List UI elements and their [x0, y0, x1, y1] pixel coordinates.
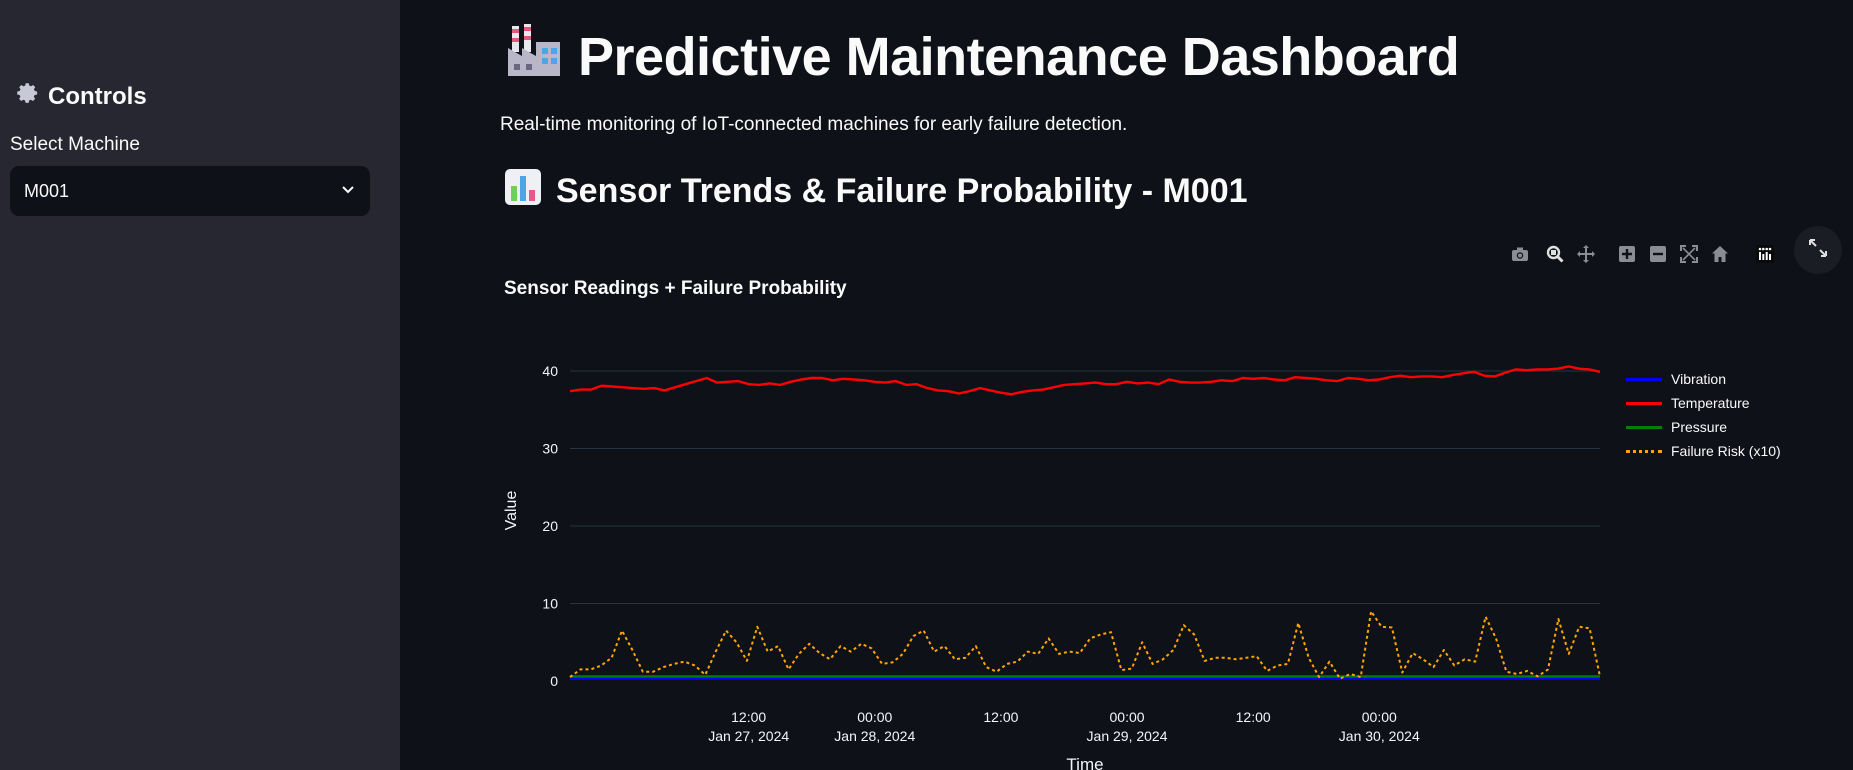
x-tick-date-label: Jan 27, 2024 [708, 728, 789, 744]
zoom-icon[interactable] [1545, 244, 1565, 264]
x-axis-title: Time [1066, 755, 1103, 770]
page-subtitle: Real-time monitoring of IoT-connected ma… [500, 114, 1128, 135]
page-title: Predictive Maintenance Dashboard [504, 22, 1460, 91]
x-tick-date-label: Jan 29, 2024 [1087, 728, 1168, 744]
legend-item[interactable]: Vibration [1626, 367, 1781, 391]
bar-chart-icon [504, 168, 542, 215]
chevron-down-icon [340, 181, 356, 202]
machine-select-label: Select Machine [10, 134, 140, 155]
x-tick-label: 00:00 [1362, 709, 1397, 725]
x-tick-date-label: Jan 28, 2024 [834, 728, 915, 744]
section-title-text: Sensor Trends & Failure Probability - M0… [556, 172, 1248, 210]
y-tick-label: 30 [542, 441, 558, 457]
chart-legend: Vibration Temperature Pressure Failure Risk… [1626, 367, 1781, 463]
gear-icon [14, 80, 40, 113]
legend-swatch [1626, 449, 1662, 453]
fullscreen-button[interactable] [1794, 226, 1842, 274]
plotly-logo-icon[interactable] [1755, 244, 1775, 264]
legend-swatch [1626, 377, 1662, 381]
y-tick-label: 20 [542, 518, 558, 534]
chart-modebar [1510, 244, 1775, 264]
zoom-out-icon[interactable] [1648, 244, 1668, 264]
sidebar-header-text: Controls [48, 82, 147, 110]
legend-item[interactable]: Temperature [1626, 391, 1781, 415]
camera-icon[interactable] [1510, 244, 1530, 264]
zoom-in-icon[interactable] [1617, 244, 1637, 264]
y-tick-label: 10 [542, 596, 558, 612]
y-tick-label: 40 [542, 363, 558, 379]
series-line-failure-risk-x10- [569, 610, 1601, 680]
chart-plot[interactable]: 0 10 20 30 40 12:00 Jan 27, 2024 00:00 Jan 28, 2… [490, 340, 1610, 770]
pan-icon[interactable] [1576, 244, 1596, 264]
x-tick-label: 00:00 [857, 709, 892, 725]
legend-swatch [1626, 425, 1662, 429]
machine-select[interactable]: M001 [10, 166, 370, 216]
sidebar-header: Controls [14, 80, 147, 113]
machine-select-value: M001 [24, 180, 70, 201]
x-tick-label: 12:00 [731, 709, 766, 725]
x-tick-label: 00:00 [1110, 709, 1145, 725]
sidebar: Controls Select Machine M001 [0, 0, 400, 770]
x-tick-label: 12:00 [983, 709, 1018, 725]
legend-label: Temperature [1671, 395, 1750, 411]
section-title: Sensor Trends & Failure Probability - M0… [504, 168, 1248, 215]
legend-item[interactable]: Failure Risk (x10) [1626, 439, 1781, 463]
legend-swatch [1626, 401, 1662, 405]
x-tick-date-label: Jan 30, 2024 [1339, 728, 1420, 744]
page-title-text: Predictive Maintenance Dashboard [578, 26, 1460, 87]
fullscreen-icon [1808, 238, 1828, 263]
legend-label: Pressure [1671, 419, 1728, 435]
factory-icon [504, 22, 564, 91]
chart-title: Sensor Readings + Failure Probability [504, 278, 847, 299]
y-tick-label: 0 [550, 673, 558, 689]
legend-label: Vibration [1671, 371, 1727, 387]
y-axis-title: Value [503, 491, 520, 531]
x-tick-label: 12:00 [1236, 709, 1271, 725]
reset-axes-icon[interactable] [1710, 244, 1730, 264]
legend-label: Failure Risk (x10) [1671, 443, 1781, 459]
autoscale-icon[interactable] [1679, 244, 1699, 264]
legend-item[interactable]: Pressure [1626, 415, 1781, 439]
series-line-temperature [569, 365, 1601, 396]
